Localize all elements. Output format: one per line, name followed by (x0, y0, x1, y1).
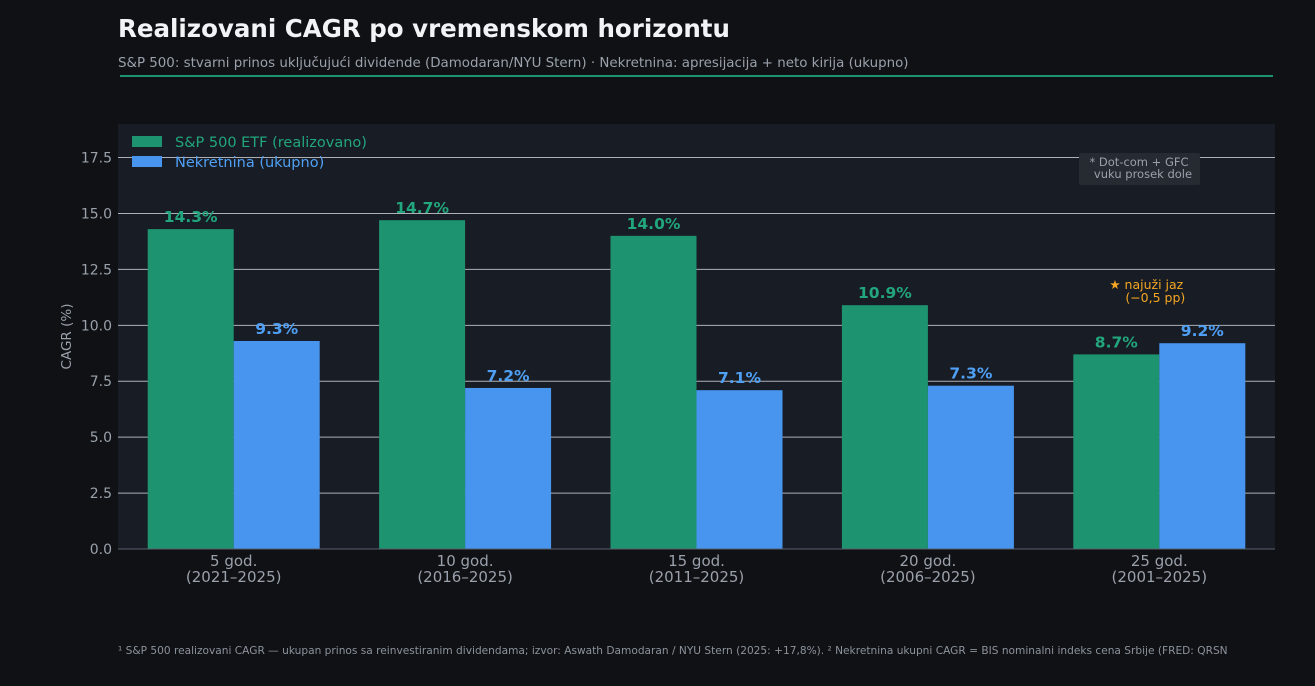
bar-real-estate (233, 340, 320, 549)
data-label-sp500: 14.0% (627, 215, 681, 233)
bar-sp500 (379, 220, 466, 549)
annotation-star-text: ★ najuži jaz (1109, 277, 1183, 292)
x-tick-label: 25 god. (1131, 552, 1188, 570)
data-label-sp500: 10.9% (858, 284, 912, 302)
annotation-text: * Dot-com + GFC (1089, 155, 1188, 169)
title-divider (120, 75, 1273, 77)
data-label-real-estate: 9.3% (255, 320, 298, 338)
annotation-box (1079, 153, 1200, 185)
bar-sp500 (610, 235, 697, 549)
x-tick-label: 10 god. (437, 552, 494, 570)
data-label-sp500: 14.7% (395, 199, 449, 217)
legend-label: Nekretnina (ukupno) (175, 155, 324, 171)
x-tick-label: 15 god. (668, 552, 725, 570)
bar-real-estate (465, 387, 552, 549)
legend-swatch (132, 156, 162, 167)
data-label-real-estate: 9.2% (1181, 322, 1224, 340)
bar-real-estate (696, 390, 783, 549)
x-tick-sublabel: (2011–2025) (649, 568, 745, 586)
bar-sp500 (841, 305, 928, 549)
bar-chart: 0.0 2.5 5.0 7.5 10.0 12.5 15.0 17.5 CAGR (%) 14.3… (59, 124, 1275, 586)
y-axis-label: CAGR (%) (59, 304, 75, 370)
footnote: ¹ S&P 500 realizovani CAGR — ukupan prin… (118, 645, 1228, 657)
x-tick-sublabel: (2006–2025) (880, 568, 976, 586)
y-tick-label: 17.5 (81, 151, 112, 167)
chart-subtitle: S&P 500: stvarni prinos uključujući divi… (118, 56, 909, 71)
y-tick-label: 0.0 (90, 542, 112, 558)
y-tick-label: 15.0 (81, 206, 112, 222)
legend-swatch (132, 136, 162, 147)
y-tick-label: 7.5 (90, 374, 112, 390)
x-tick-label: 20 god. (899, 552, 956, 570)
y-tick-label: 5.0 (90, 430, 112, 446)
data-label-real-estate: 7.2% (487, 367, 530, 385)
legend-label: S&P 500 ETF (realizovano) (175, 135, 367, 151)
bar-sp500 (147, 229, 234, 549)
annotation-star-text: (−0,5 pp) (1125, 290, 1185, 305)
x-tick-label: 5 god. (210, 552, 257, 570)
annotation-text: vuku prosek dole (1094, 167, 1192, 181)
y-tick-label: 2.5 (90, 486, 112, 502)
data-label-sp500: 8.7% (1095, 333, 1138, 351)
data-label-sp500: 14.3% (164, 208, 218, 226)
bar-real-estate (1159, 343, 1246, 549)
x-tick-sublabel: (2001–2025) (1112, 568, 1208, 586)
data-label-real-estate: 7.1% (718, 369, 761, 387)
chart-title: Realizovani CAGR po vremenskom horizontu (118, 14, 730, 43)
x-tick-sublabel: (2021–2025) (186, 568, 282, 586)
x-tick-sublabel: (2016–2025) (417, 568, 513, 586)
bar-sp500 (1073, 354, 1160, 549)
bar-real-estate (927, 385, 1014, 549)
y-tick-label: 12.5 (81, 262, 112, 278)
y-tick-label: 10.0 (81, 318, 112, 334)
data-label-real-estate: 7.3% (949, 365, 992, 383)
